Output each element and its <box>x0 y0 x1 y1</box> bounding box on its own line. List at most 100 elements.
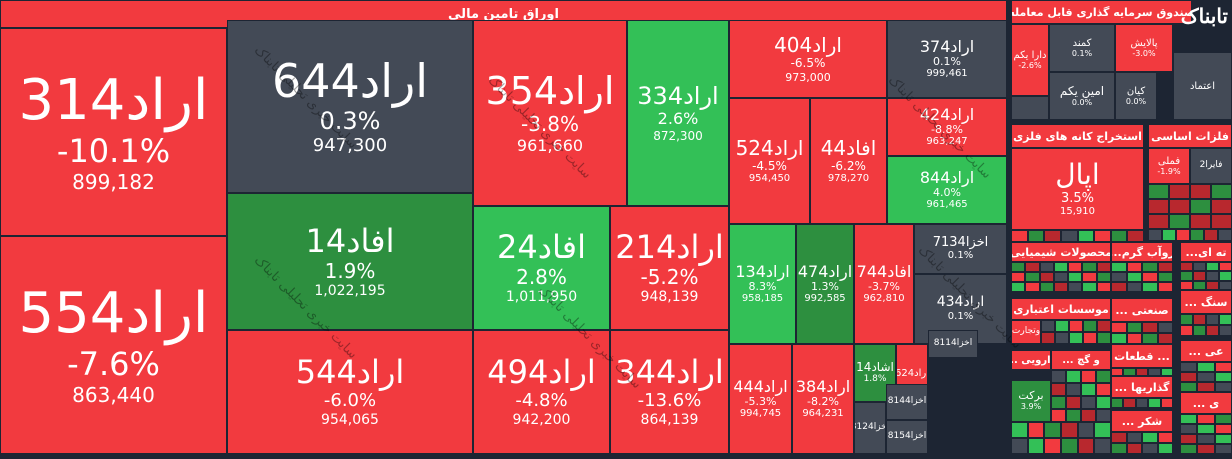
metals-small-cell[interactable] <box>1169 199 1190 214</box>
mosaic-cell[interactable] <box>1180 362 1198 372</box>
ati-header[interactable]: ...ته ای <box>1180 242 1232 262</box>
fund-cell-3[interactable]: امین یکم 0.0% <box>1049 72 1115 120</box>
mosaic-cell[interactable] <box>1066 370 1081 383</box>
mosaic-cell[interactable] <box>1206 314 1219 325</box>
metals-small-cell[interactable] <box>1169 184 1190 199</box>
mosaic-cell[interactable] <box>1162 229 1176 241</box>
mosaic-cell[interactable] <box>1126 282 1142 292</box>
mosaic-cell[interactable] <box>1126 272 1142 282</box>
mosaic-cell[interactable] <box>1193 271 1206 281</box>
mosaic-cell[interactable] <box>1068 272 1083 282</box>
mosaic-cell[interactable] <box>1148 398 1161 408</box>
mosaic-cell[interactable] <box>1055 332 1069 344</box>
mosaic-cell[interactable] <box>1011 422 1028 438</box>
mosaic-cell[interactable] <box>1214 424 1232 434</box>
mosaic-cell[interactable] <box>1160 368 1173 376</box>
tile-t8144[interactable]: اخزا8144 <box>886 384 928 420</box>
mosaic-cell[interactable] <box>1214 362 1232 372</box>
tile-t544[interactable]: اراد544 -6.0% 954,065 <box>227 330 473 454</box>
mosaic-cell[interactable] <box>1180 262 1193 272</box>
mosaic-cell[interactable] <box>1126 443 1142 454</box>
metals-small-cell[interactable] <box>1148 184 1169 199</box>
metals-small-cell[interactable] <box>1190 199 1211 214</box>
mosaic-cell[interactable] <box>1096 396 1111 409</box>
fund-cell-4[interactable]: کیان 0.0% <box>1115 72 1157 120</box>
mosaic-cell[interactable] <box>1214 414 1232 424</box>
tile-t354[interactable]: اراد354 -3.8% 961,660 <box>473 20 627 206</box>
tile-t314[interactable]: اراد314 -10.1% 899,182 <box>0 28 227 236</box>
mosaic-cell[interactable] <box>1097 320 1111 332</box>
mosaic-cell[interactable] <box>1039 282 1054 292</box>
mosaic-cell[interactable] <box>1219 314 1232 325</box>
mosaic-cell[interactable] <box>1051 370 1066 383</box>
mosaic-cell[interactable] <box>1061 422 1078 438</box>
tile-t494[interactable]: اراد494 -4.8% 942,200 <box>473 330 610 454</box>
mosaic-cell[interactable] <box>1219 280 1232 290</box>
daroei-header[interactable]: ... دارویی <box>1011 350 1051 370</box>
mosaic-cell[interactable] <box>1180 424 1198 434</box>
mosaic-cell[interactable] <box>1142 333 1158 344</box>
metals-header[interactable]: فلزات اساسی <box>1148 124 1232 148</box>
mosaic-cell[interactable] <box>1135 368 1149 376</box>
fund-cell-1[interactable]: پالایش -3.0% <box>1115 24 1173 72</box>
mosaic-cell[interactable] <box>1219 271 1232 281</box>
mosaic-cell[interactable] <box>1126 322 1142 333</box>
credit-header[interactable]: موسسات اعتباری <box>1011 298 1111 320</box>
mosaic-cell[interactable] <box>1051 409 1066 422</box>
mosaic-cell[interactable] <box>1111 322 1127 333</box>
metals-small-cell[interactable] <box>1211 199 1232 214</box>
mosaic-cell[interactable] <box>1039 262 1054 272</box>
mosaic-cell[interactable] <box>1180 271 1193 281</box>
mosaic-cell[interactable] <box>1197 424 1215 434</box>
mosaic-cell[interactable] <box>1110 230 1128 242</box>
mosaic-cell[interactable] <box>1041 320 1055 332</box>
mosaic-cell[interactable] <box>1135 398 1149 408</box>
mosaic-cell[interactable] <box>1180 382 1198 392</box>
mosaic-cell[interactable] <box>1142 282 1158 292</box>
gach-header[interactable]: ... و گچ <box>1051 350 1111 370</box>
mosaic-cell[interactable] <box>1142 443 1158 454</box>
metals-small-cell[interactable] <box>1190 214 1211 229</box>
mosaic-cell[interactable] <box>1218 229 1232 241</box>
mosaic-cell[interactable] <box>1214 382 1232 392</box>
mosaic-cell[interactable] <box>1096 383 1111 396</box>
mosaic-cell[interactable] <box>1111 262 1127 272</box>
mosaic-cell[interactable] <box>1180 325 1193 336</box>
tile-t474[interactable]: اراد474 1.3% 992,585 <box>796 224 854 344</box>
tile-t134[interactable]: اراد134 8.3% 958,185 <box>729 224 796 344</box>
tile-t744[interactable]: افاد744 -3.7% 962,810 <box>854 224 914 344</box>
metals-cell-1[interactable]: فایرا2 <box>1190 148 1232 184</box>
mosaic-cell[interactable] <box>1142 432 1158 443</box>
mosaic-cell[interactable] <box>1094 230 1111 242</box>
mosaic-cell[interactable] <box>1206 325 1219 336</box>
mosaic-cell[interactable] <box>1219 325 1232 336</box>
mosaic-cell[interactable] <box>1039 272 1054 282</box>
mosaic-cell[interactable] <box>1011 262 1026 272</box>
mosaic-cell[interactable] <box>1025 262 1040 272</box>
mosaic-cell[interactable] <box>1077 230 1095 242</box>
mosaic-cell[interactable] <box>1157 272 1173 282</box>
mosaic-cell[interactable] <box>1160 398 1173 408</box>
fund-cell-0[interactable]: کمند 0.1% <box>1049 24 1115 72</box>
mosaic-cell[interactable] <box>1193 314 1206 325</box>
mosaic-cell[interactable] <box>1111 443 1127 454</box>
mosaic-cell[interactable] <box>1066 396 1081 409</box>
mosaic-cell[interactable] <box>1096 262 1111 272</box>
mosaic-cell[interactable] <box>1148 229 1162 241</box>
mosaic-cell[interactable] <box>1069 320 1083 332</box>
ghataat-header[interactable]: قطعات ... <box>1111 344 1173 368</box>
i-header[interactable]: ... ی <box>1180 392 1232 414</box>
mosaic-cell[interactable] <box>1082 282 1097 292</box>
mosaic-cell[interactable] <box>1094 438 1111 454</box>
mosaic-cell[interactable] <box>1068 282 1083 292</box>
tile-t24[interactable]: افاد24 2.8% 1,011,950 <box>473 206 610 330</box>
mosaic-cell[interactable] <box>1197 372 1215 382</box>
tile-t334[interactable]: اراد334 2.6% 872,300 <box>627 20 729 206</box>
mosaic-cell[interactable] <box>1066 383 1081 396</box>
mosaic-cell[interactable] <box>1197 414 1215 424</box>
mosaic-cell[interactable] <box>1126 432 1142 443</box>
fund-cell-2[interactable]: دارا یکم -2.6% <box>1011 24 1049 96</box>
mosaic-cell[interactable] <box>1051 383 1066 396</box>
mosaic-cell[interactable] <box>1053 272 1069 282</box>
mosaic-cell[interactable] <box>1197 382 1215 392</box>
